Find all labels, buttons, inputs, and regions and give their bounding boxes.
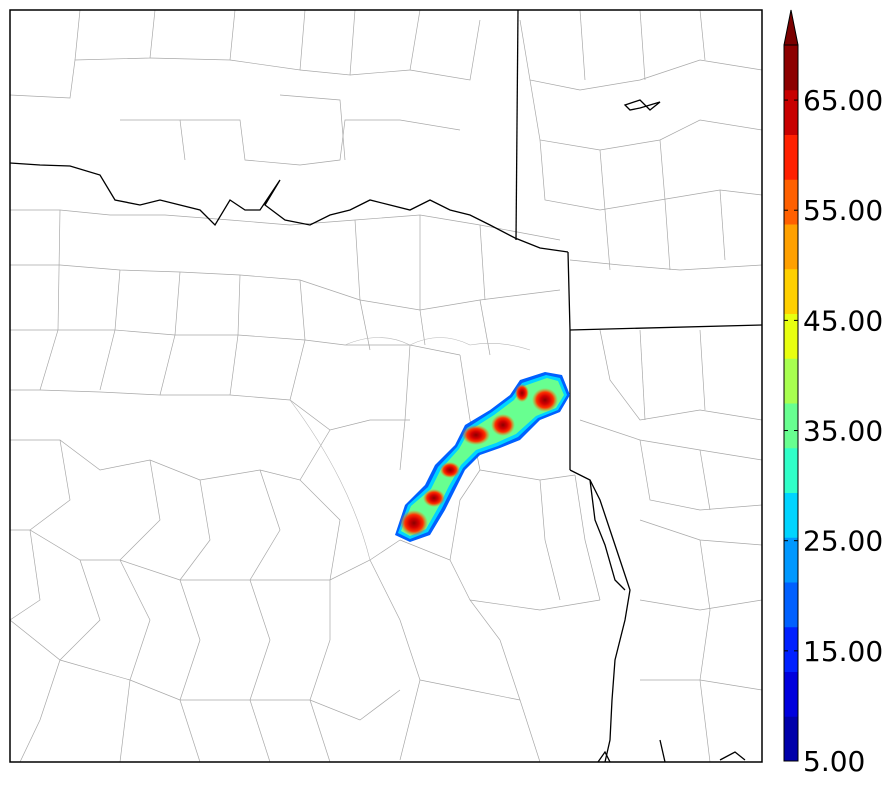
colorbar-segment [784,224,798,270]
map-background [10,10,762,762]
cell-6 [515,384,529,402]
colorbar-segment [784,313,798,359]
colorbar-tick-label: 25.00 [803,525,883,558]
colorbar-frame [783,44,799,762]
colorbar-segments [784,45,798,762]
colorbar-segment [784,45,798,91]
radar-echo-band [395,372,570,542]
colorbar-segment [784,134,798,180]
colorbar-ticks: 5.00 15.00 25.00 35.00 45.00 55.00 65.00 [784,84,883,778]
colorbar-tick-label: 5.00 [803,745,865,778]
colorbar-extend-triangle [784,10,798,45]
colorbar-segment [784,492,798,538]
cell-1 [400,510,428,536]
map-frame [9,9,763,763]
cell-3 [440,462,460,478]
state-boundaries [10,10,762,762]
colorbar-tick-label: 45.00 [803,304,883,337]
colorbar-segment [784,268,798,314]
colorbar-segment [784,537,798,583]
colorbar-tick-label: 15.00 [803,635,883,668]
colorbar-tick-label: 35.00 [803,415,883,448]
colorbar-tick-label: 55.00 [803,194,883,227]
cell-2 [423,489,445,507]
colorbar-tick-label: 65.00 [803,84,883,117]
colorbar-segment [784,626,798,672]
cell-7 [532,388,558,412]
colorbar-segment [784,89,798,135]
colorbar-segment [784,582,798,628]
colorbar-segment [784,358,798,404]
colorbar-segment [784,403,798,449]
county-boundaries [10,10,762,762]
cell-4 [462,425,490,445]
colorbar: 5.00 15.00 25.00 35.00 45.00 55.00 65.00 [783,9,883,778]
colorbar-segment [784,671,798,717]
colorbar-segment [784,447,798,493]
map-panel [9,9,763,763]
colorbar-segment [784,716,798,762]
rivers [289,337,531,561]
colorbar-extend-outline [783,9,799,46]
colorbar-segment [784,179,798,225]
cell-5 [491,414,515,436]
